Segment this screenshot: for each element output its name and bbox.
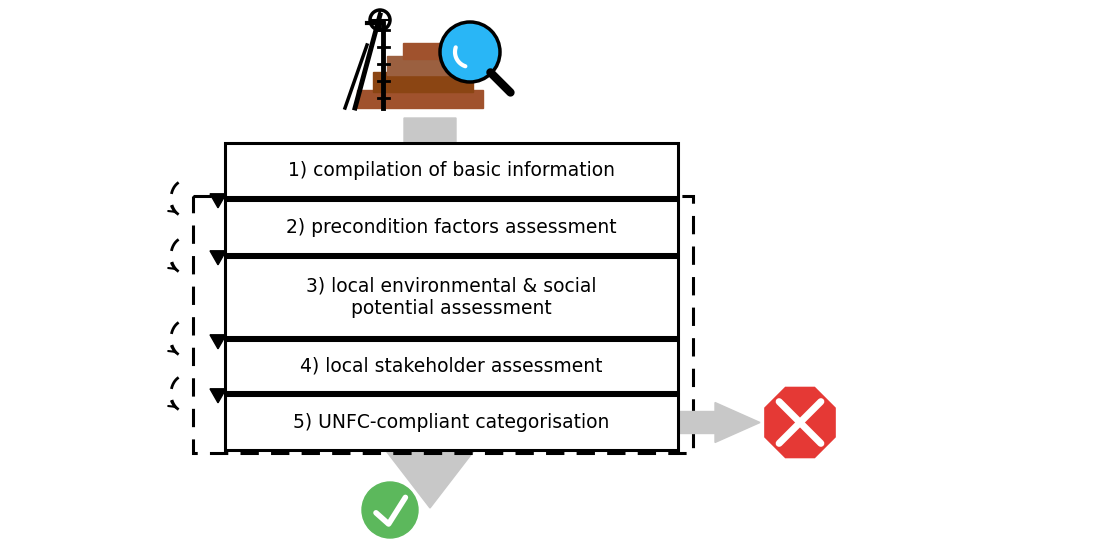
Bar <box>226 257 678 337</box>
Bar <box>226 143 678 197</box>
Polygon shape <box>764 388 835 458</box>
Bar <box>192 196 693 453</box>
Text: 4) local stakeholder assessment: 4) local stakeholder assessment <box>300 357 603 376</box>
Polygon shape <box>678 403 760 442</box>
Bar <box>226 340 678 392</box>
Polygon shape <box>373 72 473 92</box>
Text: 5) UNFC-compliant categorisation: 5) UNFC-compliant categorisation <box>294 413 609 432</box>
Text: 2) precondition factors assessment: 2) precondition factors assessment <box>286 217 617 236</box>
Polygon shape <box>210 194 225 208</box>
Bar <box>226 395 678 450</box>
Polygon shape <box>210 389 225 403</box>
Circle shape <box>362 482 418 538</box>
Bar <box>226 200 678 254</box>
Polygon shape <box>387 56 461 75</box>
Polygon shape <box>379 118 480 508</box>
Polygon shape <box>403 43 447 59</box>
Polygon shape <box>210 335 225 349</box>
Polygon shape <box>358 90 483 108</box>
Text: 3) local environmental & social
potential assessment: 3) local environmental & social potentia… <box>306 277 596 318</box>
Polygon shape <box>210 251 225 265</box>
Circle shape <box>440 22 500 82</box>
Text: 1) compilation of basic information: 1) compilation of basic information <box>288 161 615 180</box>
